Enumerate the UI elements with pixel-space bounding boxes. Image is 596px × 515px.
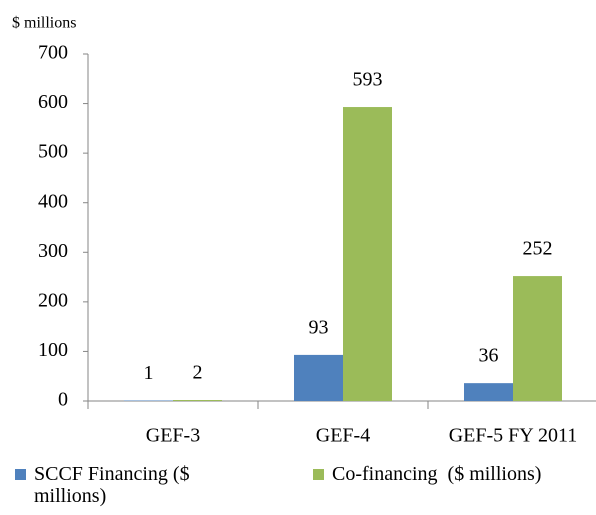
y-tick-label: 600 — [38, 91, 68, 113]
y-tick-label: 100 — [38, 339, 68, 361]
y-axis-label: $ millions — [12, 15, 76, 32]
bar — [513, 276, 562, 401]
legend-swatch — [313, 469, 324, 480]
legend-swatch — [15, 469, 26, 480]
legend-item: SCCF Financing ($ millions) — [15, 463, 234, 507]
y-tick-label: 500 — [38, 141, 68, 163]
legend-label: Co-financing ($ millions) — [332, 463, 542, 485]
y-tick-label: 200 — [38, 289, 68, 311]
bar — [464, 383, 513, 401]
value-label: 593 — [353, 69, 383, 91]
value-label: 252 — [523, 238, 553, 260]
value-label: 93 — [309, 316, 329, 338]
x-tick-label: GEF-5 FY 2011 — [449, 425, 578, 447]
value-label: 36 — [479, 345, 499, 367]
y-tick-label: 300 — [38, 240, 68, 262]
legend-label: SCCF Financing ($ millions) — [34, 463, 190, 507]
bar — [294, 354, 343, 401]
legend-item: Co-financing ($ millions) — [313, 463, 596, 485]
value-label: 1 — [144, 362, 154, 384]
chart: $ millions 0 100 200 300 400 500 600 700 GEF-3 1 2… — [12, 15, 596, 447]
bar — [173, 400, 222, 401]
x-tick-label: GEF-3 — [146, 425, 200, 447]
y-tick-label: 700 — [38, 42, 68, 64]
y-tick-label: 400 — [38, 190, 68, 212]
y-tick-label: 0 — [58, 389, 68, 411]
bar — [343, 107, 392, 401]
value-label: 2 — [193, 362, 203, 384]
x-tick-label: GEF-4 — [316, 425, 370, 447]
